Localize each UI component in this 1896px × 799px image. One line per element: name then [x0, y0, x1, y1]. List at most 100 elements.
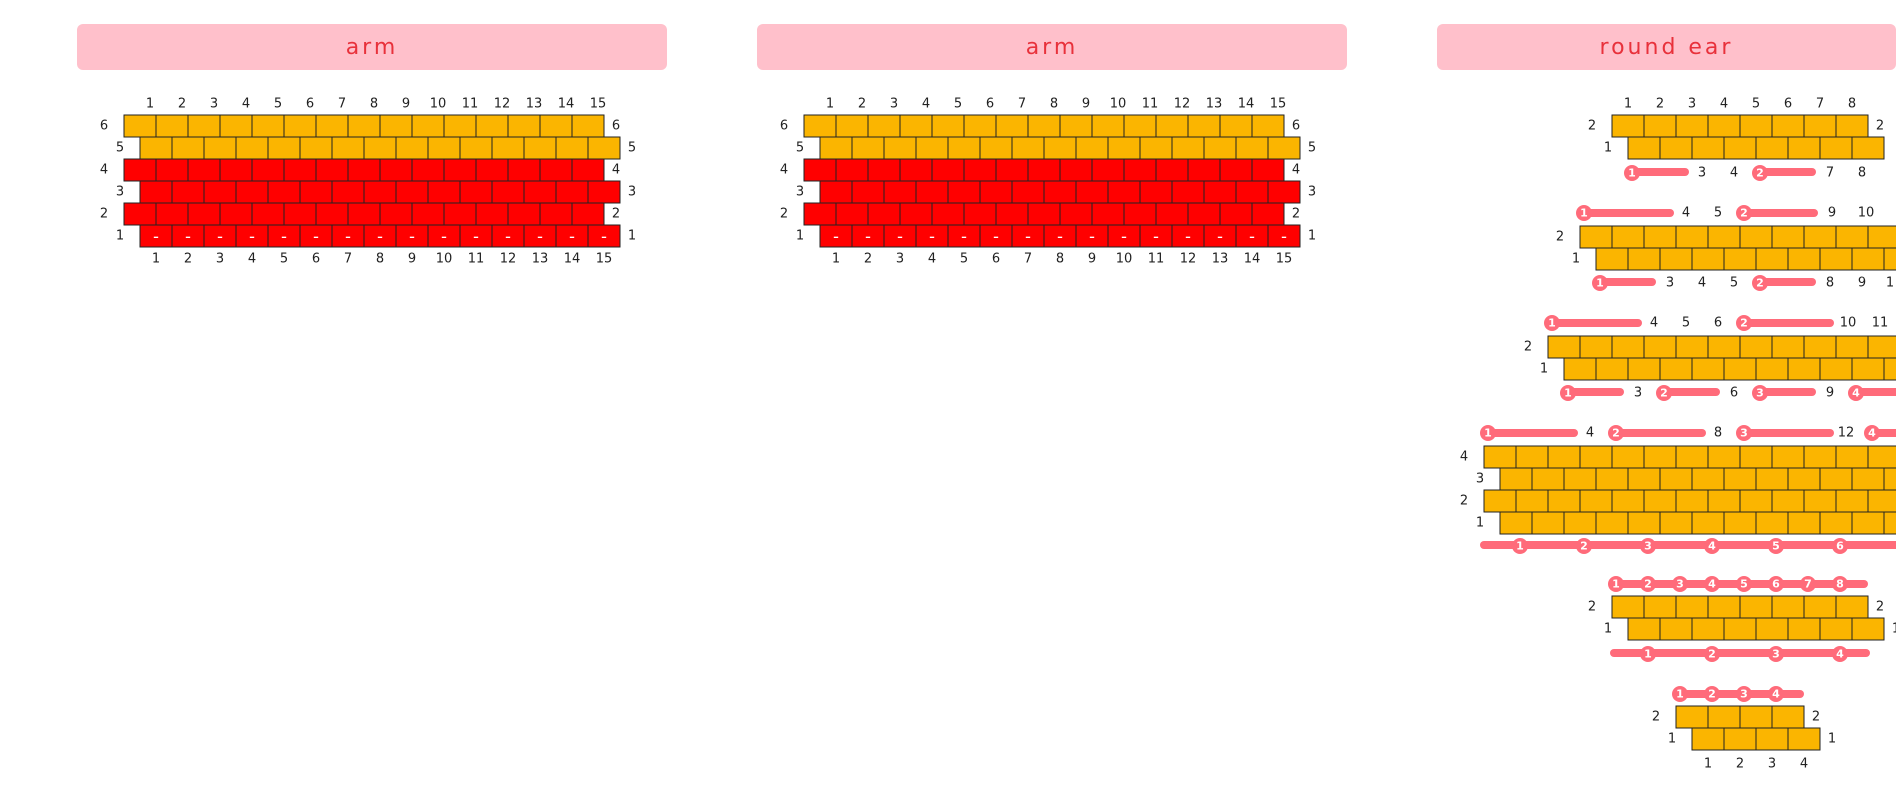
- ear-stitch-cell: [1483, 445, 1517, 469]
- ear-stitch-cell: [1755, 136, 1789, 160]
- arm-col-number-top: 3: [890, 97, 898, 112]
- ear-stitch-cell: [1787, 617, 1821, 641]
- arm-stitch-cell: [1219, 158, 1253, 182]
- ear-stitch-cell: [1675, 445, 1709, 469]
- arm-row-number-right: 5: [1308, 141, 1316, 156]
- arm-col-number-bottom: 8: [376, 252, 384, 267]
- ear-row-number: 2: [1556, 230, 1564, 245]
- arm-col-number-bottom: 11: [468, 252, 485, 267]
- ear-stitch-cell: [1691, 357, 1725, 381]
- arm-stitch-cell: [883, 136, 917, 160]
- arm-stitch-cell: [219, 158, 253, 182]
- arm-stitch-cell: [995, 158, 1029, 182]
- arm-stitch-cell: [251, 202, 285, 226]
- ear-stitch-cell: [1755, 467, 1789, 491]
- ear-stitch-cell: [1835, 114, 1869, 138]
- arm-stitch-cell: [1251, 114, 1285, 138]
- ear-stitch-cell: [1547, 335, 1581, 359]
- ear-badge-label: 3: [1740, 427, 1748, 440]
- ear-row-number: 2: [1812, 710, 1820, 725]
- ear-stitch-cell: [1691, 511, 1725, 535]
- arm-stitch-cell: [1203, 180, 1237, 204]
- ear-stitch-cell: [1867, 335, 1896, 359]
- arm-stitch-cell: [1267, 180, 1301, 204]
- ear-badge-label: 4: [1708, 540, 1716, 553]
- ear-number: 12: [1838, 426, 1855, 441]
- arm-stitch-cell: [1251, 202, 1285, 226]
- ear-stitch-cell: [1851, 136, 1885, 160]
- ear-badge-label: 7: [1804, 578, 1812, 591]
- ear-badge: [1640, 646, 1656, 662]
- arm-stitch-cell: [995, 114, 1029, 138]
- ear-stitch-cell: [1675, 595, 1709, 619]
- ear-stitch-cell: [1771, 489, 1805, 513]
- ear-badge-label: 4: [1708, 578, 1716, 591]
- ear-stitch-cell: [1755, 247, 1789, 271]
- ear-badge-label: 3: [1756, 387, 1764, 400]
- arm-stitch-cell: [1123, 114, 1157, 138]
- ear-number: 3: [1688, 97, 1696, 112]
- ear-number: 4: [1800, 757, 1808, 772]
- ear-badge: [1752, 385, 1768, 401]
- ear-stitch-cell: [1627, 467, 1661, 491]
- arm-stitch-cell: [835, 158, 869, 182]
- arm-col-number-bottom: 4: [248, 252, 256, 267]
- ear-number: 6: [1784, 97, 1792, 112]
- ear-stitch-cell: [1707, 595, 1741, 619]
- arm-stitch-cell: [995, 202, 1029, 226]
- arm-row-number-right: 5: [628, 141, 636, 156]
- ear-stitch-cell: [1851, 511, 1885, 535]
- arm-col-number-bottom: 1: [832, 252, 840, 267]
- ear-badge: [1640, 538, 1656, 554]
- arm-col-number-top: 12: [1174, 97, 1191, 112]
- ear-stitch-cell: [1771, 114, 1805, 138]
- arm-stitch-cell: [539, 202, 573, 226]
- ear-number: 4: [1650, 316, 1658, 331]
- ear-stitch-cell: [1531, 511, 1565, 535]
- arm-col-number-bottom: 3: [896, 252, 904, 267]
- arm-col-number-bottom: 13: [532, 252, 549, 267]
- arm-stitch-cell: [155, 114, 189, 138]
- arm-stitch-cell: [963, 114, 997, 138]
- ear-row-number: 1: [1668, 732, 1676, 747]
- arm-col-number-bottom: 12: [1180, 252, 1197, 267]
- arm-stitch-cell: [1171, 136, 1205, 160]
- arm-stitch-cell: [1043, 180, 1077, 204]
- ear-number: 4: [1698, 276, 1706, 291]
- arm-dash-mark: –: [473, 231, 479, 244]
- ear-stitch-cell: [1611, 335, 1645, 359]
- arm-stitch-cell: [411, 114, 445, 138]
- arm-col-number-bottom: 6: [992, 252, 1000, 267]
- arm-stitch-cell: [571, 158, 605, 182]
- ear-stitch-cell: [1835, 595, 1869, 619]
- ear-badge-label: 1: [1676, 688, 1684, 701]
- arm-row-number-right: 4: [1292, 163, 1300, 178]
- panel-round-ear: round ear: [1437, 0, 1896, 799]
- panel-title: round ear: [1437, 24, 1896, 70]
- ear-badge: [1640, 576, 1656, 592]
- arm-row-number-right: 3: [1308, 185, 1316, 200]
- arm-col-number-top: 6: [986, 97, 994, 112]
- ear-stitch-cell: [1755, 617, 1789, 641]
- arm-stitch-cell: [899, 158, 933, 182]
- ear-stitch-cell: [1883, 467, 1896, 491]
- arm-stitch-cell: [979, 180, 1013, 204]
- arm-stitch-cell: [459, 180, 493, 204]
- ear-badge: [1704, 538, 1720, 554]
- ear-badge: [1832, 538, 1848, 554]
- ear-stitch-cell: [1611, 595, 1645, 619]
- arm-dash-mark: –: [601, 231, 607, 244]
- ear-stitch-cell: [1803, 225, 1837, 249]
- arm-stitch-cell: [915, 136, 949, 160]
- ear-stitch-cell: [1723, 467, 1757, 491]
- arm-row-number-left: 3: [796, 185, 804, 200]
- ear-stitch-cell: [1819, 136, 1853, 160]
- ear-badge-label: 6: [1836, 540, 1844, 553]
- arm-stitch-cell: [507, 202, 541, 226]
- arm-col-number-bottom: 5: [960, 252, 968, 267]
- arm-col-number-top: 10: [430, 97, 447, 112]
- ear-number: 8: [1848, 97, 1856, 112]
- arm-stitch-cell: [555, 180, 589, 204]
- arm-stitch-cell: [819, 136, 853, 160]
- arm-col-number-top: 10: [1110, 97, 1127, 112]
